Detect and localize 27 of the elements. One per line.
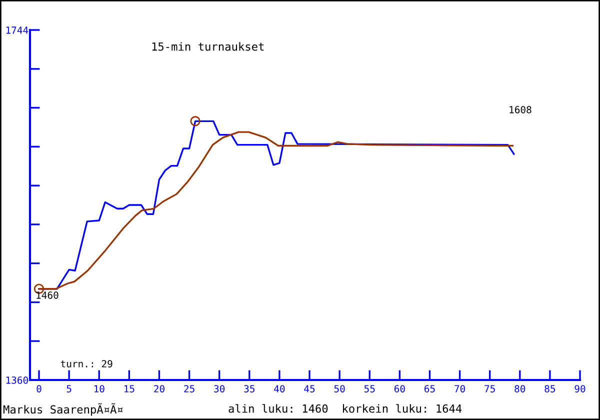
text: 15-min turnaukset (152, 42, 264, 51)
annotation: turn.: 29 (60, 360, 112, 368)
x-tick-label: 80 (514, 385, 526, 392)
y-tick-label: 1360 (6, 376, 28, 384)
x-tick-label: 45 (304, 385, 315, 392)
annotation: 1608 (510, 106, 532, 114)
x-tick-label: 75 (484, 385, 495, 392)
x-tick-label: 90 (574, 385, 586, 392)
x-tick-label: 50 (334, 385, 345, 392)
x-tick-label: 55 (364, 385, 375, 392)
annotation: 1460 (36, 291, 58, 299)
y-tick-label: 1744 (6, 26, 28, 34)
x-tick-label: 40 (274, 385, 285, 392)
x-tick-label: 70 (454, 385, 466, 392)
x-tick-label: 60 (394, 385, 405, 392)
x-tick-label: 30 (214, 385, 225, 392)
x-tick-label: 0 (36, 385, 42, 392)
x-tick-label: 15 (124, 385, 134, 392)
x-tick-label: 65 (424, 385, 435, 392)
text: alin luku: 1460 korkein luku: 1644 (228, 404, 462, 413)
x-tick-label: 10 (94, 385, 104, 392)
x-tick-label: 85 (544, 385, 556, 392)
x-tick-label: 25 (184, 385, 194, 392)
x-tick-label: 35 (244, 385, 254, 392)
text: Markus SaarenpÃ¤Ã¤ (3, 403, 123, 416)
x-tick-label: 20 (154, 385, 164, 392)
x-tick-label: 5 (66, 385, 72, 392)
